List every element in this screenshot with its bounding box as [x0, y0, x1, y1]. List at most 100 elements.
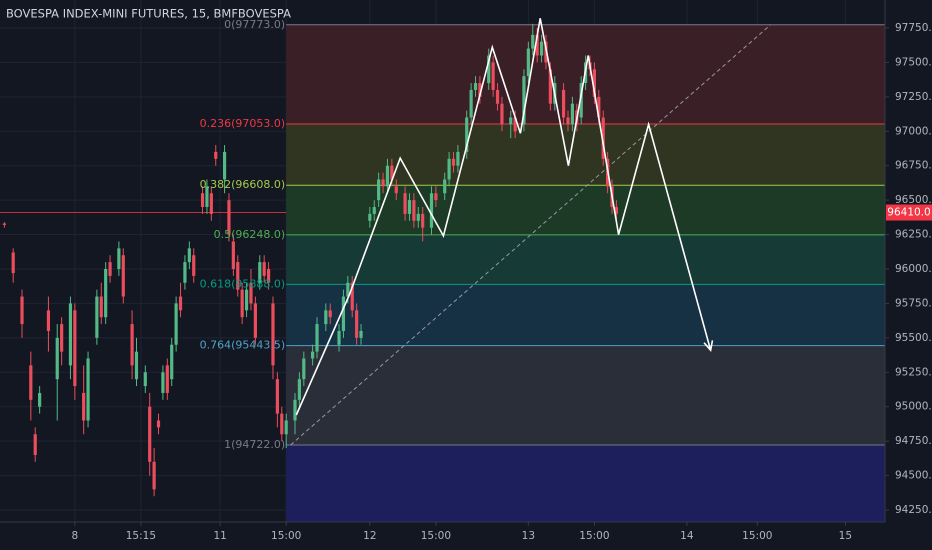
- candle-body: [209, 193, 213, 214]
- candle-body: [148, 406, 152, 462]
- candle-body: [240, 289, 244, 318]
- y-tick-label: 94750.0: [895, 435, 932, 447]
- candle-body: [121, 255, 125, 297]
- fib-band: [286, 284, 885, 346]
- candle-body: [11, 252, 15, 274]
- candle-body: [447, 158, 451, 180]
- candle-body: [104, 268, 108, 318]
- candle-body: [165, 365, 169, 393]
- fib-trend-line: [290, 24, 771, 446]
- candle-body: [192, 255, 196, 276]
- y-tick-label: 97500.0: [895, 56, 932, 68]
- pattern-arrow-head: [703, 340, 714, 353]
- candle-body: [597, 96, 601, 118]
- candle-body: [249, 282, 253, 304]
- candle-body: [592, 69, 597, 97]
- y-tick-label: 96750.0: [895, 160, 932, 172]
- candle-body: [55, 337, 59, 380]
- candle-body: [156, 420, 161, 428]
- candle-body: [500, 103, 504, 125]
- candle-body: [412, 200, 416, 221]
- candle-body: [377, 179, 381, 201]
- candle-body: [60, 324, 64, 352]
- candle-body: [491, 62, 495, 90]
- candle-body: [566, 117, 570, 125]
- x-tick-label: 15:00: [271, 530, 301, 542]
- candle-body: [231, 241, 235, 269]
- candle-body: [561, 89, 566, 118]
- candle-body: [469, 89, 473, 118]
- candle-body: [262, 262, 266, 276]
- candle-body: [368, 213, 372, 221]
- x-tick-label: 15: [839, 530, 852, 542]
- x-tick-label: 11: [213, 530, 226, 542]
- fib-label: 0.618(95888.0): [200, 277, 286, 290]
- y-tick-label: 97750.0: [895, 22, 932, 34]
- candle-body: [337, 330, 341, 345]
- candle-body: [407, 200, 412, 214]
- fib-label: 0.5(96248.0): [214, 228, 286, 241]
- candle-body: [324, 310, 328, 325]
- candle-body: [33, 434, 37, 455]
- fib-band: [286, 445, 885, 522]
- candle-body: [205, 186, 209, 208]
- candle-body: [416, 213, 420, 221]
- candle-body: [170, 344, 174, 380]
- candle-body: [359, 330, 363, 338]
- candle-body: [152, 461, 156, 490]
- candle-body: [108, 262, 112, 276]
- candle-body: [302, 358, 306, 380]
- candle-body: [421, 213, 425, 228]
- candle-body: [403, 193, 407, 214]
- fib-band: [286, 123, 885, 186]
- fib-band: [286, 345, 885, 446]
- y-tick-label: 94250.0: [895, 504, 932, 516]
- y-tick-label: 97000.0: [895, 125, 932, 137]
- candle-body: [328, 310, 332, 318]
- last-price-box: [886, 204, 932, 221]
- candle-body: [451, 158, 456, 166]
- fib-label: 0.764(95443.5): [200, 339, 286, 352]
- fib-label: 0.382(96608.0): [200, 178, 286, 191]
- y-tick-label: 96000.0: [895, 263, 932, 275]
- candle-body: [297, 379, 302, 400]
- candle-body: [227, 200, 231, 235]
- candle-body: [2, 223, 7, 225]
- candle-body: [187, 248, 191, 263]
- candle-body: [443, 179, 447, 194]
- candle-body: [522, 76, 526, 125]
- candle-body: [465, 117, 469, 152]
- candle-body: [214, 151, 218, 159]
- candle-body: [394, 186, 398, 194]
- y-tick-label: 94500.0: [895, 470, 932, 482]
- candle-body: [86, 358, 90, 421]
- pattern-line: [295, 18, 712, 416]
- candle-body: [20, 296, 24, 325]
- candle-body: [222, 151, 227, 180]
- candle-body: [68, 303, 73, 366]
- candle-body: [385, 165, 390, 187]
- candle-body: [513, 117, 517, 132]
- chart-title: BOVESPA INDEX-MINI FUTURES, 15, BMFBOVES…: [6, 7, 291, 21]
- candle-body: [372, 207, 376, 214]
- candle-body: [539, 41, 544, 56]
- candle-body: [73, 310, 77, 387]
- candle-body: [38, 392, 42, 407]
- candle-body: [535, 34, 539, 56]
- candle-body: [315, 324, 319, 352]
- candle-body: [579, 83, 583, 118]
- candle-body: [350, 282, 354, 311]
- candle-body: [434, 193, 438, 201]
- candle-body: [130, 324, 134, 366]
- candle-body: [355, 310, 359, 338]
- candle-body: [381, 179, 385, 187]
- fib-label: 0.236(97053.0): [200, 117, 286, 130]
- y-tick-label: 95000.0: [895, 401, 932, 413]
- candle-body: [143, 372, 147, 387]
- candle-body: [346, 282, 350, 297]
- x-tick-label: 13: [522, 530, 535, 542]
- candle-body: [495, 89, 500, 104]
- fib-band: [286, 234, 885, 285]
- candle-body: [548, 69, 552, 104]
